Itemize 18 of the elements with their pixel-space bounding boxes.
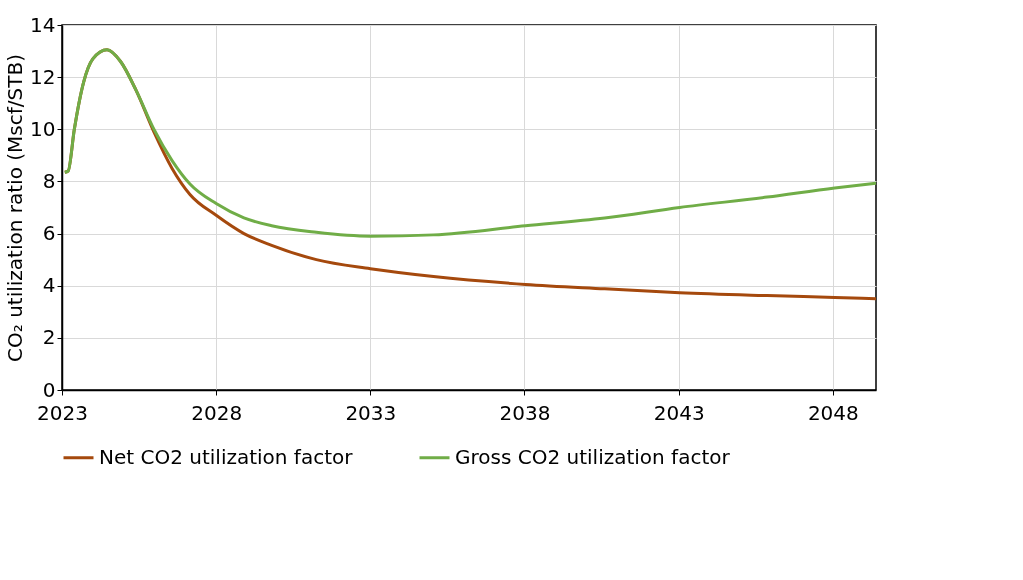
- y-tick-label: 4: [42, 273, 56, 298]
- x-tick-label: 2033: [345, 400, 397, 425]
- legend-label: Gross CO2 utilization factor: [455, 444, 731, 469]
- y-tick-label: 8: [42, 168, 56, 193]
- y-axis-title: CO₂ utilization ratio (Mscf/STB): [3, 54, 28, 362]
- y-tick-label: 12: [30, 64, 56, 89]
- y-tick-label: 10: [30, 116, 56, 141]
- y-tick-label: 0: [42, 377, 56, 402]
- x-tick-label: 2038: [499, 400, 551, 425]
- x-tick-label: 2048: [807, 400, 859, 425]
- legend-label: Net CO2 utilization factor: [99, 444, 354, 469]
- y-tick-label: 6: [42, 221, 56, 246]
- y-tick-label: 2: [42, 325, 56, 350]
- x-tick-label: 2028: [191, 400, 243, 425]
- x-tick-label: 2043: [653, 400, 705, 425]
- x-tick-label: 2023: [37, 400, 88, 425]
- line-series: [63, 48, 878, 238]
- y-tick-label: 14: [30, 12, 56, 37]
